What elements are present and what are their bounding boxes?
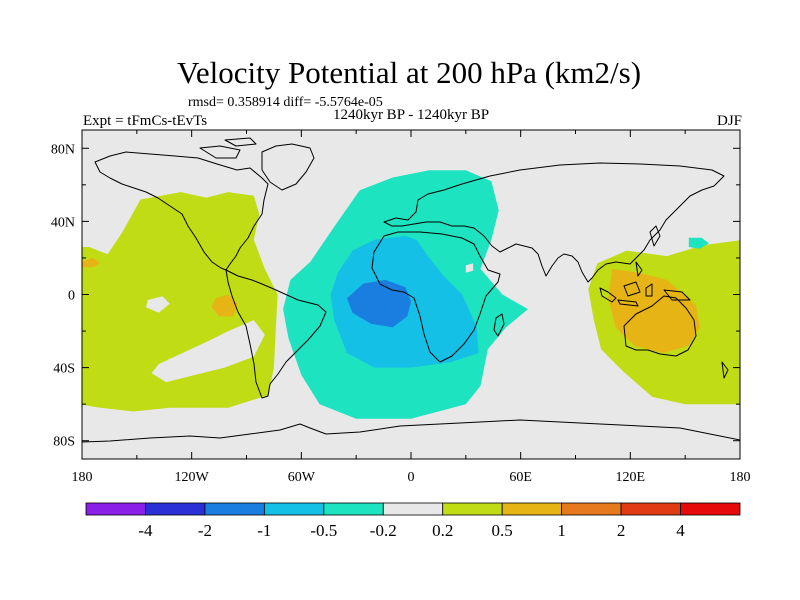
- colorbar-swatch: [85, 502, 146, 516]
- colorbar-swatch: [501, 502, 563, 516]
- y-tick-label: 40N: [51, 215, 75, 230]
- japan-nz-coast: [649, 225, 729, 379]
- eurasia-coast: [383, 162, 725, 283]
- experiment-label: Expt = tFmCs-tEvTs: [83, 113, 207, 129]
- greenland-coast: [261, 143, 315, 191]
- colorbar-label: 4: [676, 521, 685, 540]
- colorbar-label: 0.2: [432, 521, 453, 540]
- colorbar: -4 -2 -1 -0.5 -0.2 0.2 0.5 1 2 4: [85, 502, 741, 540]
- season-label: DJF: [717, 113, 742, 129]
- africa-coast: [371, 231, 501, 363]
- x-tick-label: 0: [408, 470, 415, 485]
- colorbar-swatch: [204, 502, 265, 516]
- colorbar-swatch: [680, 502, 741, 516]
- map-plot-area: [81, 129, 741, 460]
- south-america-coast: [225, 269, 327, 399]
- longitude-axis: 180 120W 60W 0 60E 120E 180: [72, 130, 751, 485]
- chart-title: Velocity Potential at 200 hPa (km2/s): [177, 55, 641, 90]
- y-tick-label: 40S: [53, 362, 75, 377]
- madagascar-coast: [493, 313, 505, 337]
- x-tick-label: 120W: [175, 470, 210, 485]
- x-tick-label: 120E: [616, 470, 646, 485]
- maritime-continent-coast: [599, 261, 691, 307]
- latitude-axis: 80N 40N 0 40S 80S: [51, 142, 740, 450]
- y-tick-label: 0: [68, 289, 75, 304]
- colorbar-swatch: [620, 502, 681, 516]
- antarctica-coast: [82, 419, 740, 443]
- region-africa-zero-hole: [465, 263, 474, 273]
- colorbar-label: -0.5: [310, 521, 337, 540]
- region-west-pacific-orange: [608, 268, 700, 353]
- colorbar-swatch: [382, 502, 444, 516]
- contour-fills: [82, 170, 740, 419]
- region-pacific-east-small-zero: [146, 296, 170, 313]
- colorbar-label: -1: [257, 521, 271, 540]
- period-line: 1240kyr BP - 1240kyr BP: [333, 107, 489, 123]
- north-america-coast: [94, 151, 269, 271]
- colorbar-swatch: [442, 502, 503, 516]
- colorbar-swatch: [145, 502, 206, 516]
- y-tick-label: 80N: [51, 142, 75, 157]
- region-atlantic-core-negative: [347, 279, 411, 328]
- x-tick-label: 60E: [509, 470, 532, 485]
- arctic-islands-coast: [199, 137, 257, 159]
- region-pacific-east-zero-hole: [151, 320, 265, 383]
- colorbar-label: 0.5: [492, 521, 513, 540]
- colorbar-label: 1: [557, 521, 566, 540]
- colorbar-swatch: [323, 502, 384, 516]
- colorbar-label: -2: [198, 521, 212, 540]
- colorbar-swatch: [561, 502, 622, 516]
- x-tick-label: 180: [72, 470, 93, 485]
- colorbar-label: -4: [138, 521, 153, 540]
- region-japan-negative-blob: [688, 237, 709, 249]
- region-pacific-east-orange-blob: [211, 294, 238, 317]
- region-pacific-dateline-orange: [82, 257, 101, 268]
- coastlines: [82, 137, 740, 443]
- colorbar-label: -0.2: [370, 521, 397, 540]
- x-tick-label: 60W: [288, 470, 316, 485]
- y-tick-label: 80S: [53, 435, 75, 450]
- colorbar-swatch: [263, 502, 325, 516]
- stats-line: rmsd= 0.358914 diff= -5.5764e-05: [188, 95, 383, 110]
- colorbar-label: 2: [617, 521, 626, 540]
- australia-coast: [623, 295, 697, 357]
- x-tick-label: 180: [730, 470, 751, 485]
